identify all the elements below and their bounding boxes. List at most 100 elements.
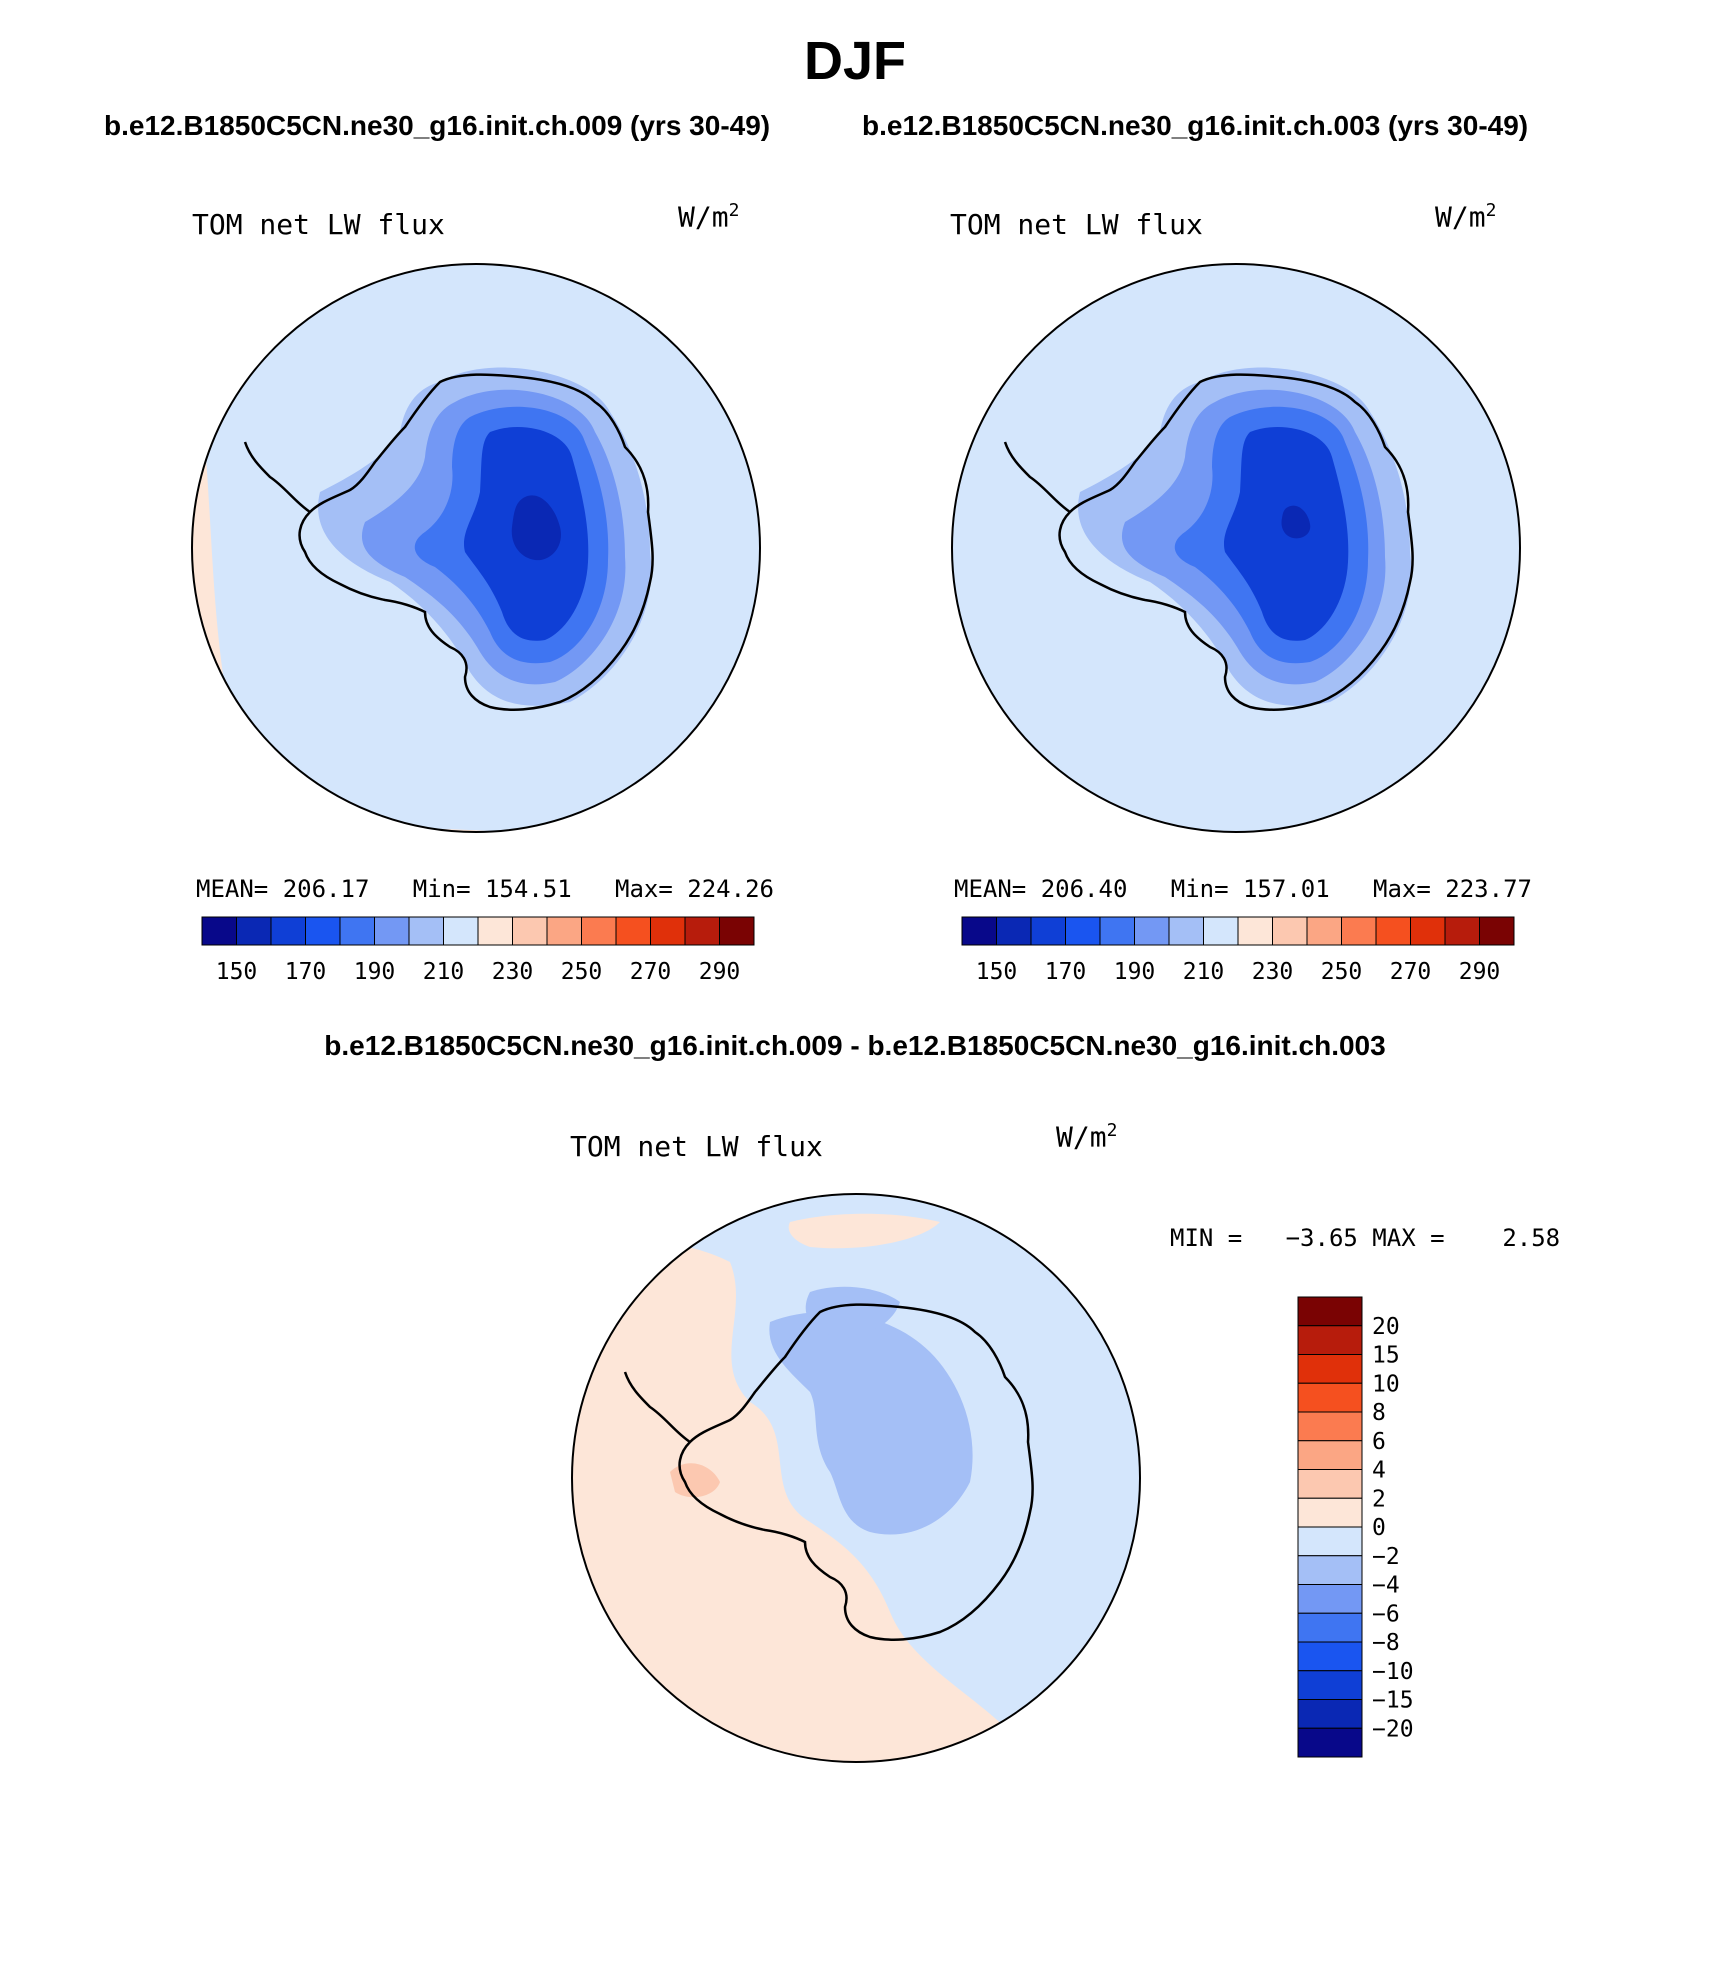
colorbar-swatch	[1297, 1325, 1363, 1355]
colorbar-swatch	[1341, 916, 1377, 946]
plateau-minimum	[1281, 505, 1311, 539]
colorbar-tick-label: −10	[1372, 1659, 1414, 1685]
colorbar-swatch	[684, 916, 720, 946]
colorbar-swatch	[1297, 1497, 1363, 1528]
colorbar-swatch	[1297, 1727, 1363, 1758]
colorbar-tick-label: 20	[1372, 1314, 1400, 1340]
colorbar-tick-label: 170	[1045, 959, 1087, 985]
colorbar-tick-label: 210	[1183, 959, 1225, 985]
colorbar-swatch	[1306, 916, 1342, 946]
colorbar-tick-label: 10	[1372, 1371, 1400, 1397]
colorbar-swatch	[1297, 1440, 1363, 1470]
colorbar-tick-label: 250	[1321, 959, 1363, 985]
colorbar-tick-label: −2	[1372, 1544, 1400, 1570]
colorbar-swatch	[1297, 1670, 1363, 1700]
panel2-units-label: W/m2	[1435, 200, 1497, 234]
colorbar-swatch	[1297, 1584, 1363, 1614]
colorbar-swatch	[236, 916, 272, 946]
colorbar-swatch	[996, 916, 1032, 946]
colorbar-tick-label: 270	[630, 959, 672, 985]
map-boundary	[191, 263, 761, 833]
colorbar-tick-label: 290	[1459, 959, 1501, 985]
antarctica-coastline	[1058, 373, 1414, 711]
colorbar-swatch	[1297, 1411, 1363, 1442]
panel2-colorbar: 150 170 190 210 230 250 270 290	[961, 916, 1515, 985]
colorbar-swatch	[1444, 916, 1480, 946]
positive-patch-2to4	[670, 1463, 720, 1498]
colorbar-swatch	[1297, 1526, 1363, 1557]
colorbar-swatch	[615, 916, 651, 946]
colorbar-swatch	[443, 916, 479, 946]
panel1-colorbar: 150 170 190 210 230 250 270 290	[201, 916, 755, 985]
colorbar-swatch	[581, 916, 617, 946]
colorbar-swatch	[1134, 916, 1170, 946]
colorbar-swatch	[512, 916, 548, 946]
colorbar-tick-label: −8	[1372, 1630, 1400, 1656]
colorbar-tick-label: −15	[1372, 1688, 1414, 1714]
colorbar-tick-label: 2	[1372, 1486, 1386, 1512]
colorbar-swatch	[339, 916, 375, 946]
colorbar-swatch	[1410, 916, 1446, 946]
map-boundary	[951, 263, 1521, 833]
colorbar-swatch	[374, 916, 410, 946]
antarctica-coastline	[298, 373, 654, 711]
colorbar-swatch	[1297, 1555, 1363, 1585]
colorbar-swatch	[477, 916, 513, 946]
colorbar-swatch	[1297, 1296, 1363, 1327]
colorbar-swatch	[650, 916, 686, 946]
peninsula-coastline	[243, 441, 311, 514]
colorbar-tick-label: 150	[216, 959, 258, 985]
colorbar-tick-label: 0	[1372, 1515, 1386, 1541]
panel3-variable-label: TOM net LW flux	[570, 1130, 823, 1163]
panel1-units-label: W/m2	[678, 200, 740, 234]
peninsula-coastline	[1003, 441, 1071, 514]
colorbar-swatch	[1479, 916, 1515, 946]
colorbar-swatch	[1099, 916, 1135, 946]
colorbar-tick-label: 210	[423, 959, 465, 985]
panel2-variable-label: TOM net LW flux	[950, 208, 1203, 241]
panel3-difference-map	[571, 1193, 1141, 1763]
panel1-variable-label: TOM net LW flux	[192, 208, 445, 241]
panel2-stats: MEAN= 206.40 Min= 157.01 Max= 223.77	[954, 875, 1532, 903]
colorbar-swatch	[270, 916, 306, 946]
colorbar-swatch	[1297, 1612, 1363, 1643]
colorbar-tick-label: 270	[1390, 959, 1432, 985]
colorbar-swatch	[1203, 916, 1239, 946]
figure-title: DJF	[803, 31, 906, 91]
positive-patch-north	[788, 1213, 940, 1249]
colorbar-swatch	[1168, 916, 1204, 946]
positive-sector	[572, 1241, 1010, 1762]
negative-patch-minus2to4	[769, 1312, 973, 1535]
colorbar-swatch	[1030, 916, 1066, 946]
colorbar-swatch	[1297, 1469, 1363, 1499]
colorbar-tick-label: 250	[561, 959, 603, 985]
panel3-units-label: W/m2	[1056, 1120, 1118, 1154]
colorbar-swatch	[305, 916, 341, 946]
colorbar-swatch	[1237, 916, 1273, 946]
colorbar-tick-label: 170	[285, 959, 327, 985]
panel3-stats: MIN = −3.65 MAX = 2.58	[1170, 1224, 1561, 1252]
map-boundary	[571, 1193, 1141, 1763]
colorbar-swatch	[1297, 1641, 1363, 1672]
colorbar-tick-label: −6	[1372, 1601, 1400, 1627]
panel1-stats: MEAN= 206.17 Min= 154.51 Max= 224.26	[196, 875, 774, 903]
colorbar-tick-label: 15	[1372, 1343, 1400, 1369]
colorbar-tick-label: 190	[1114, 959, 1156, 985]
colorbar-tick-label: 150	[976, 959, 1018, 985]
colorbar-tick-label: 8	[1372, 1400, 1386, 1426]
colorbar-swatch	[1272, 916, 1308, 946]
colorbar-swatch	[1297, 1699, 1363, 1729]
antarctica-coastline	[678, 1303, 1034, 1641]
colorbar-swatch	[1375, 916, 1411, 946]
colorbar-tick-label: 190	[354, 959, 396, 985]
colorbar-tick-label: 230	[492, 959, 534, 985]
colorbar-tick-label: 6	[1372, 1429, 1386, 1455]
colorbar-tick-label: 290	[699, 959, 741, 985]
peninsula-coastline	[623, 1371, 691, 1444]
run-title-right: b.e12.B1850C5CN.ne30_g16.init.ch.003 (yr…	[862, 110, 1529, 141]
colorbar-swatch	[961, 916, 997, 946]
panel2-map	[951, 263, 1521, 833]
colorbar-swatch	[719, 916, 755, 946]
colorbar-tick-label: 4	[1372, 1458, 1386, 1484]
